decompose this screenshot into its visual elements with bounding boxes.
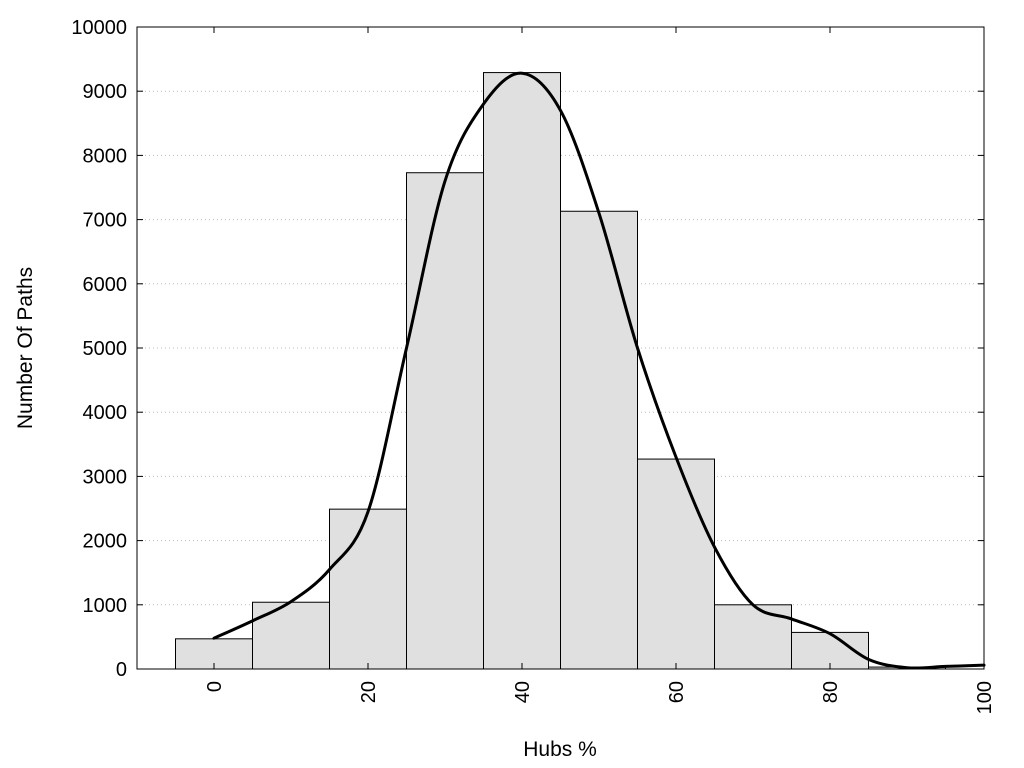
x-axis-label: Hubs % <box>523 738 597 761</box>
y-tick-label: 1000 <box>83 595 128 617</box>
x-tick-label: 80 <box>820 681 842 703</box>
histogram-bar <box>329 508 407 670</box>
y-tick-label: 4000 <box>83 402 128 424</box>
density-curve <box>212 71 986 670</box>
x-tick-labels: 0 20 40 60 80 100 <box>204 681 996 714</box>
histogram-bar <box>252 601 330 670</box>
y-tick-label: 5000 <box>83 338 128 360</box>
x-tick-label: 20 <box>358 681 380 703</box>
density-curve-line <box>212 71 986 670</box>
y-tick-label: 9000 <box>83 81 128 103</box>
y-tick-label: 8000 <box>83 145 128 167</box>
y-tick-label: 2000 <box>83 531 128 553</box>
y-axis-label: Number Of Paths <box>14 267 37 429</box>
x-tick-label: 0 <box>204 681 226 692</box>
y-tick-label: 7000 <box>83 210 128 232</box>
x-tick-label: 100 <box>974 681 996 714</box>
y-tick-label: 0 <box>116 659 127 681</box>
histogram-bar <box>483 72 561 670</box>
histogram-bar <box>714 604 792 670</box>
histogram-bar <box>560 210 638 670</box>
y-tick-labels: 0 1000 2000 3000 4000 5000 6000 7000 8000 9000 100… <box>71 17 127 681</box>
y-tick-label: 6000 <box>83 274 128 296</box>
axis-ticks <box>137 26 985 670</box>
x-tick-label: 40 <box>512 681 534 703</box>
y-tick-label: 10000 <box>71 17 127 39</box>
y-tick-label: 3000 <box>83 466 128 488</box>
histogram-bar <box>406 172 484 670</box>
histogram-bar <box>637 458 715 670</box>
histogram-bars <box>175 72 946 670</box>
x-tick-label: 60 <box>666 681 688 703</box>
